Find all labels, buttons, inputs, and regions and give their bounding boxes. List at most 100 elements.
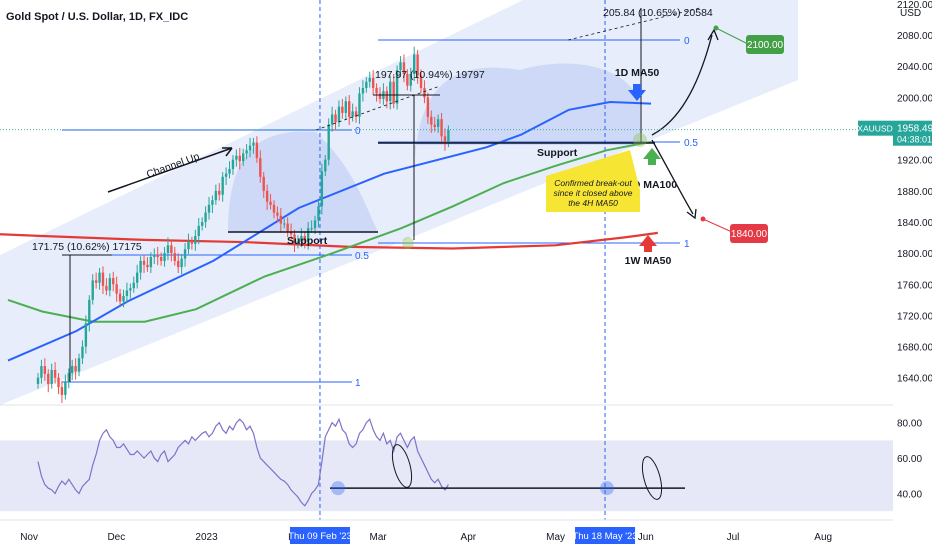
candle-body	[361, 88, 365, 94]
candle-body	[190, 241, 194, 244]
candle-body	[218, 190, 221, 195]
candle-body	[98, 272, 101, 283]
candle-body	[149, 257, 153, 268]
rsi-tick: 40.00	[897, 489, 922, 500]
bounce-circle-1	[402, 237, 414, 249]
candle-body	[159, 257, 163, 261]
candle-body	[293, 234, 296, 244]
structure-bubble-2	[415, 63, 640, 160]
candle-body	[204, 212, 207, 222]
candle-body	[255, 142, 259, 159]
candle-body	[74, 366, 77, 372]
candle-body	[166, 245, 170, 254]
rsi-oval-2	[641, 456, 663, 500]
time-tick: May	[546, 532, 565, 543]
candle-body	[170, 245, 173, 254]
candle-body	[125, 290, 129, 296]
candle-body	[409, 73, 412, 86]
measure-dash-2	[315, 85, 441, 131]
support-label-2: Support	[537, 147, 578, 159]
candle-body	[47, 373, 50, 384]
candle-body	[248, 145, 252, 151]
candle-body	[146, 264, 149, 268]
target-down-connector	[702, 218, 733, 233]
candle-body	[283, 223, 286, 225]
target-down-dot	[700, 216, 706, 222]
candle-body	[310, 228, 313, 230]
ma50-1w-label: 1W MA50	[625, 255, 672, 267]
projection-up-path	[651, 34, 713, 136]
candle-body	[132, 282, 135, 289]
note-line-2: the 4H MA50	[568, 198, 618, 208]
price-tick: 1680.00	[897, 343, 932, 354]
rsi-tick: 60.00	[897, 454, 922, 465]
support-label-1: Support	[287, 235, 328, 247]
target-up-dot	[713, 25, 719, 31]
candle-body	[344, 101, 347, 113]
candle-body	[306, 228, 310, 242]
candle-body	[426, 97, 430, 117]
candle-body	[64, 382, 67, 395]
fib-2-label-2: 1	[684, 239, 690, 250]
candle-body	[142, 260, 146, 265]
rsi-line	[37, 417, 449, 507]
candle-body	[443, 136, 447, 143]
candle-body	[330, 114, 334, 125]
candle-body	[118, 293, 122, 302]
candle-body	[358, 93, 361, 117]
candle-body	[276, 212, 279, 216]
measure-label-1: 171.75 (10.62%) 17175	[32, 241, 142, 253]
candle-body	[173, 253, 176, 261]
ma50-1w-arrow	[639, 235, 657, 252]
candle-body	[375, 88, 378, 94]
candle-body	[53, 369, 57, 378]
candle-body	[43, 366, 47, 374]
measure-label-3: 205.84 (10.65%) 20584	[603, 7, 713, 19]
price-tick: 1880.00	[897, 187, 932, 198]
candle-body	[183, 249, 187, 259]
candle-body	[36, 377, 40, 384]
time-tick: 2023	[195, 532, 218, 543]
price-tick: 2040.00	[897, 62, 932, 73]
note-line-1: since it closed above	[554, 188, 633, 198]
fib-2-label-1: 0.5	[684, 138, 698, 149]
candle-body	[324, 159, 327, 172]
candle-body	[135, 272, 139, 283]
candle-body	[77, 358, 81, 372]
ma-1d-50-line	[7, 100, 652, 362]
candle-body	[112, 278, 115, 285]
candle-body	[180, 258, 183, 268]
rsi-oval-1	[391, 444, 413, 488]
candles-group	[36, 46, 450, 404]
candle-body	[416, 54, 419, 76]
candle-body	[214, 190, 218, 201]
price-tick: 1800.00	[897, 249, 932, 260]
price-tick: 1640.00	[897, 374, 932, 385]
highlight-date-badge-0	[289, 527, 350, 544]
candle-body	[354, 111, 358, 117]
candle-body	[399, 62, 402, 71]
time-tick: Dec	[107, 532, 125, 543]
price-tick: 2000.00	[897, 93, 932, 104]
candle-body	[296, 241, 300, 244]
target-up-connector	[715, 27, 749, 45]
time-tick: Mar	[370, 532, 388, 543]
fib-1-label-0: 0	[355, 126, 361, 137]
candle-body	[122, 295, 125, 302]
candle-body	[389, 81, 392, 102]
candle-body	[300, 235, 303, 242]
price-axis-area	[893, 0, 932, 550]
candle-body	[320, 171, 324, 207]
note-box	[546, 150, 640, 212]
price-tick: 2120.00	[897, 0, 932, 11]
candle-body	[71, 366, 74, 374]
candle-body	[279, 215, 283, 224]
candle-body	[108, 278, 112, 291]
fib-1-label-2: 1	[355, 378, 361, 389]
rsi-touch-1	[331, 481, 345, 496]
candle-body	[447, 130, 450, 143]
candle-body	[272, 204, 276, 213]
candle-body	[334, 114, 337, 123]
